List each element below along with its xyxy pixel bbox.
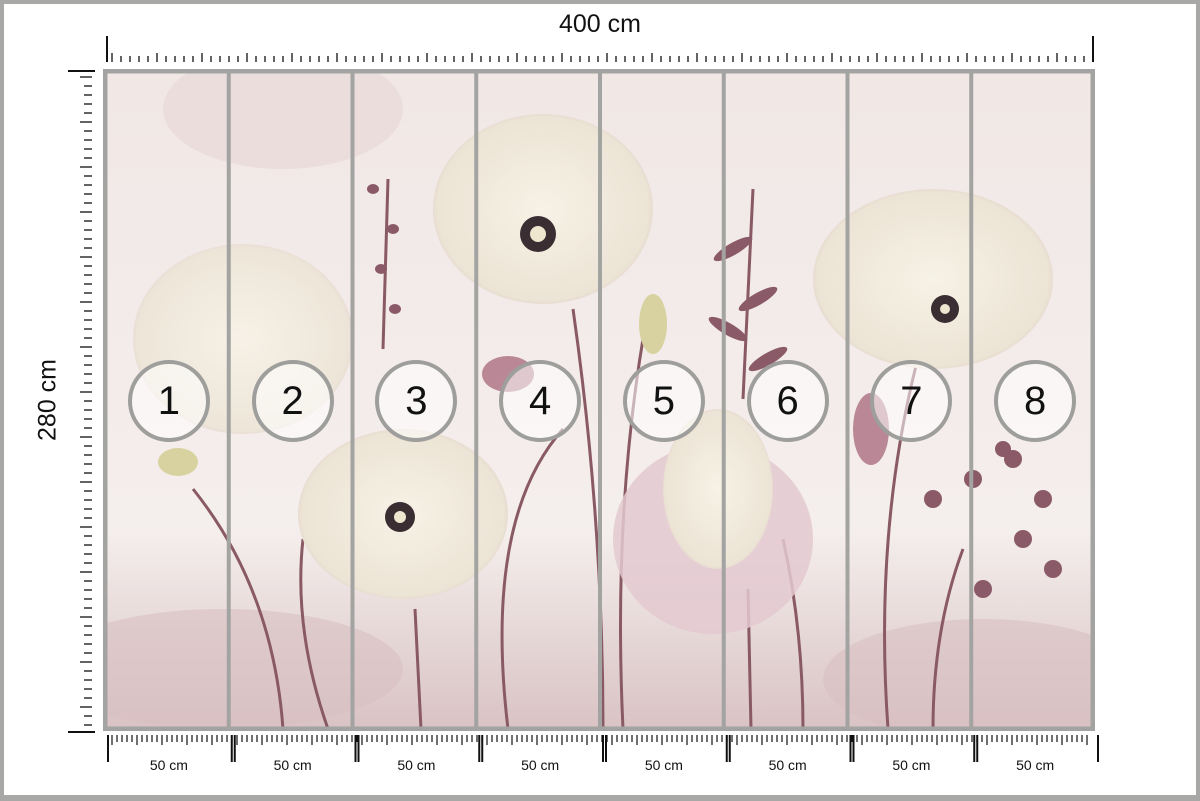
leaves — [367, 184, 1062, 598]
panel-number-3: 3 — [375, 360, 458, 442]
panel-width-label: 50 cm — [149, 757, 188, 773]
panel-dividers — [226, 69, 974, 731]
panel-number-2: 2 — [251, 360, 334, 442]
panel-number-5: 5 — [622, 360, 705, 442]
panel-number-1: 1 — [127, 360, 210, 442]
panel-number-8: 8 — [994, 360, 1077, 442]
height-dimension-label: 280 cm — [33, 359, 62, 441]
panel-width-label: 50 cm — [768, 757, 807, 773]
panel-width-label: 50 cm — [397, 757, 436, 773]
panel-number-6: 6 — [746, 360, 829, 442]
panel-number-7: 7 — [870, 360, 953, 442]
panel-width-label: 50 cm — [273, 757, 312, 773]
width-dimension-label: 400 cm — [559, 10, 641, 38]
panel-width-label: 50 cm — [521, 757, 560, 773]
panel-width-label: 50 cm — [644, 757, 683, 773]
panel-number-4: 4 — [499, 360, 582, 442]
panel-width-label: 50 cm — [1016, 757, 1055, 773]
panel-width-label: 50 cm — [892, 757, 931, 773]
